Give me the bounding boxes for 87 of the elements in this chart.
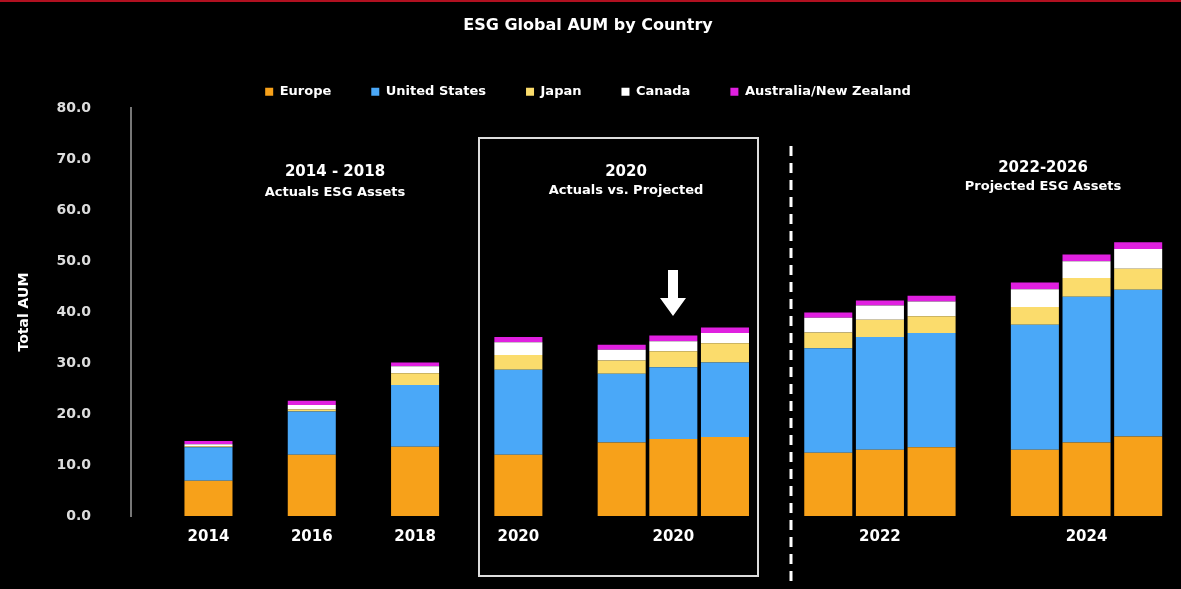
bar bbox=[1114, 268, 1163, 290]
bar bbox=[804, 452, 853, 516]
bar bbox=[649, 351, 698, 368]
bar bbox=[1114, 248, 1163, 269]
bar bbox=[494, 342, 543, 355]
bar bbox=[804, 348, 853, 453]
chart-title: ESG Global AUM by Country bbox=[463, 14, 714, 34]
x-tick-label: 2014 bbox=[187, 526, 230, 545]
bar bbox=[907, 333, 956, 448]
bar bbox=[494, 337, 543, 343]
y-tick-label: 60.0 bbox=[56, 200, 92, 217]
annotation: 2022-2026 bbox=[998, 157, 1088, 176]
x-tick-label: 2018 bbox=[394, 526, 436, 545]
bar bbox=[597, 442, 646, 516]
bar bbox=[700, 436, 749, 516]
legend-label: Australia/New Zealand bbox=[744, 83, 911, 99]
legend-label: Europe bbox=[279, 83, 332, 99]
annotation: 2020 bbox=[605, 161, 647, 180]
bar bbox=[1010, 449, 1059, 516]
bar bbox=[1062, 261, 1111, 278]
bar bbox=[597, 360, 646, 374]
bar bbox=[184, 447, 233, 481]
bar bbox=[287, 400, 336, 405]
bar bbox=[700, 362, 749, 437]
bar bbox=[700, 343, 749, 363]
bar bbox=[391, 373, 440, 385]
bar bbox=[649, 439, 698, 516]
y-tick-label: 80.0 bbox=[56, 98, 92, 115]
bar bbox=[287, 409, 336, 412]
y-axis-title: Total AUM bbox=[15, 272, 32, 352]
bar bbox=[1062, 254, 1111, 262]
bar bbox=[804, 332, 853, 349]
bar bbox=[287, 454, 336, 516]
x-tick-label: 2016 bbox=[290, 526, 333, 545]
bar bbox=[287, 411, 336, 455]
bar bbox=[804, 312, 853, 318]
bar bbox=[907, 447, 956, 516]
y-tick-label: 70.0 bbox=[56, 149, 92, 166]
annotation: Actuals ESG Assets bbox=[264, 184, 406, 200]
legend-label: United States bbox=[385, 83, 487, 99]
x-tick-label: 2024 bbox=[1065, 526, 1108, 545]
bar bbox=[855, 337, 904, 450]
x-tick-label: 2020 bbox=[652, 526, 695, 545]
bar bbox=[700, 327, 749, 333]
bar bbox=[855, 300, 904, 306]
bar bbox=[494, 454, 543, 516]
bar bbox=[649, 341, 698, 352]
y-tick-label: 0.0 bbox=[66, 506, 92, 523]
bar bbox=[391, 446, 440, 516]
bar bbox=[855, 449, 904, 516]
bar bbox=[391, 384, 440, 447]
bar bbox=[1114, 289, 1163, 437]
annotation: 2014 - 2018 bbox=[284, 161, 386, 180]
y-tick-label: 10.0 bbox=[56, 455, 92, 472]
bar bbox=[1010, 289, 1059, 307]
bar bbox=[391, 366, 440, 374]
y-tick-label: 30.0 bbox=[56, 353, 92, 370]
bar bbox=[855, 305, 904, 320]
bar bbox=[494, 354, 543, 370]
y-tick-label: 40.0 bbox=[56, 302, 92, 319]
y-tick-label: 50.0 bbox=[56, 251, 92, 268]
bar bbox=[1114, 242, 1163, 249]
bar bbox=[184, 480, 233, 516]
annotation: Actuals vs. Projected bbox=[548, 182, 704, 198]
bar bbox=[700, 333, 749, 344]
bar bbox=[1114, 436, 1163, 516]
bar bbox=[907, 316, 956, 333]
bar bbox=[907, 301, 956, 317]
x-tick-label: 2020 bbox=[497, 526, 540, 545]
bar bbox=[1062, 442, 1111, 516]
bar bbox=[1010, 307, 1059, 325]
y-tick-label: 20.0 bbox=[56, 404, 92, 421]
bar bbox=[1010, 282, 1059, 290]
bar bbox=[1010, 324, 1059, 450]
bar bbox=[1062, 296, 1111, 443]
legend-label: Japan bbox=[539, 83, 582, 99]
bar bbox=[597, 373, 646, 443]
legend-label: Canada bbox=[635, 83, 691, 99]
bar bbox=[1062, 277, 1111, 297]
x-tick-label: 2022 bbox=[859, 526, 901, 545]
bar bbox=[494, 369, 543, 455]
annotation: Projected ESG Assets bbox=[964, 178, 1122, 194]
bar bbox=[597, 349, 646, 361]
bar bbox=[597, 344, 646, 350]
bar bbox=[855, 319, 904, 338]
bar bbox=[804, 317, 853, 333]
bar bbox=[649, 367, 698, 440]
